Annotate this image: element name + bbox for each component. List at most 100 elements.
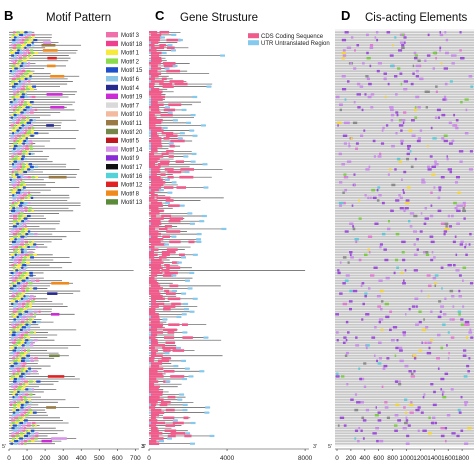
- utr-box: [161, 51, 167, 55]
- motif-box: [11, 434, 16, 438]
- cds-box: [167, 175, 174, 179]
- promoter-line: [335, 140, 474, 142]
- promoter-line: [335, 85, 474, 88]
- motif-box: [12, 424, 17, 427]
- cds-box: [149, 77, 155, 81]
- promoter-line: [335, 341, 474, 344]
- element-box: [343, 121, 347, 125]
- motif-box: [22, 186, 26, 189]
- utr-box: [184, 279, 190, 282]
- utr-box: [192, 297, 198, 300]
- motif-box: [26, 121, 32, 124]
- motif-box: [28, 36, 32, 39]
- motif-box: [14, 274, 18, 277]
- cds-box: [149, 439, 157, 443]
- promoter-line: [335, 411, 474, 414]
- motif-box: [19, 437, 23, 440]
- cds-box: [166, 134, 178, 138]
- motif-box: [18, 82, 23, 86]
- promoter-line: [335, 114, 474, 116]
- element-box: [382, 126, 385, 130]
- motif-box: [10, 390, 13, 394]
- motif-box: [22, 429, 25, 432]
- element-box: [370, 93, 375, 96]
- element-box: [430, 204, 433, 207]
- element-box: [405, 199, 410, 202]
- cds-box: [169, 217, 184, 220]
- motif-box: [15, 173, 19, 176]
- motif-box: [50, 106, 65, 109]
- motif-box: [25, 339, 29, 342]
- promoter-line: [335, 274, 474, 277]
- motif-box: [11, 163, 14, 166]
- motif-box: [21, 339, 25, 342]
- motif-box: [11, 150, 16, 153]
- element-box: [399, 41, 404, 44]
- motif-box: [13, 377, 17, 381]
- motif-box: [20, 150, 23, 153]
- element-box: [349, 222, 354, 225]
- motif-box: [12, 85, 16, 88]
- motif-box: [21, 173, 24, 176]
- element-box: [377, 155, 382, 158]
- element-box: [366, 77, 370, 81]
- motif-box: [22, 258, 26, 262]
- motif-box: [15, 411, 20, 414]
- motif-box: [17, 142, 22, 145]
- element-box: [415, 95, 420, 99]
- element-box: [346, 121, 350, 125]
- motif-box: [13, 152, 17, 156]
- element-box: [390, 209, 392, 213]
- motif-box: [13, 160, 18, 163]
- motif-box: [9, 207, 12, 210]
- motif-box: [16, 331, 21, 334]
- motif-box: [14, 132, 20, 135]
- motif-box: [46, 93, 63, 96]
- element-box: [343, 142, 347, 145]
- utr-box: [196, 240, 202, 243]
- element-box: [440, 434, 445, 438]
- x-tick-label: 800: [387, 455, 398, 462]
- element-box: [405, 419, 409, 422]
- motif-box: [20, 178, 23, 181]
- element-box: [403, 209, 406, 213]
- motif-box: [29, 243, 34, 246]
- element-box: [442, 98, 446, 101]
- utr-box: [162, 126, 168, 130]
- motif-box: [23, 297, 28, 300]
- element-box: [449, 170, 452, 174]
- element-box: [345, 351, 349, 355]
- promoter-line: [335, 199, 474, 202]
- cds-box: [149, 121, 162, 125]
- utr-box: [149, 331, 152, 334]
- motif-box: [25, 95, 29, 99]
- motif-box: [13, 406, 16, 409]
- utr-box: [167, 44, 173, 47]
- motif-box: [38, 310, 41, 313]
- motif-box: [17, 201, 20, 205]
- motif-box: [29, 302, 32, 306]
- cds-box: [168, 219, 181, 223]
- element-box: [439, 33, 444, 37]
- motif-box: [12, 157, 17, 161]
- motif-box: [26, 424, 31, 427]
- motif-box: [19, 326, 22, 329]
- cds-box: [149, 307, 156, 311]
- motif-box: [23, 33, 27, 36]
- motif-box: [21, 93, 25, 96]
- element-box: [403, 88, 408, 91]
- motif-box: [14, 106, 17, 109]
- element-box: [386, 357, 390, 360]
- motif-box: [21, 302, 26, 306]
- element-box: [380, 328, 384, 332]
- promoter-line: [335, 54, 474, 57]
- motif-box: [31, 95, 36, 99]
- motif-box: [16, 186, 20, 189]
- element-box: [465, 253, 468, 257]
- element-box: [361, 416, 365, 420]
- element-box: [465, 336, 469, 339]
- utr-box: [158, 189, 164, 192]
- motif-box: [25, 209, 28, 212]
- cds-box: [161, 214, 172, 218]
- element-box: [336, 121, 342, 125]
